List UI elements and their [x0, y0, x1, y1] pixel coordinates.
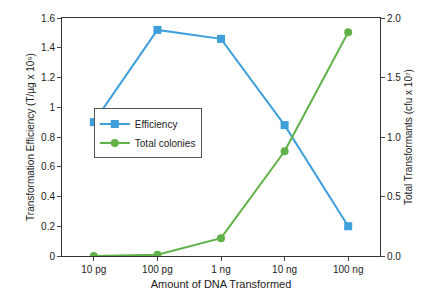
svg-text:100 ng: 100 ng [333, 264, 364, 275]
svg-text:1.5: 1.5 [387, 72, 401, 83]
svg-text:1.0: 1.0 [387, 132, 401, 143]
svg-text:10 pg: 10 pg [81, 264, 106, 275]
svg-text:1.4: 1.4 [41, 42, 55, 53]
svg-text:Transformation Efficiency (T/µ: Transformation Efficiency (T/µg x 10⁹) [25, 53, 36, 221]
svg-text:0.8: 0.8 [41, 132, 55, 143]
svg-text:Total Transformants (cfu x 10⁷: Total Transformants (cfu x 10⁷) [403, 69, 414, 205]
svg-text:Amount of DNA Transformed: Amount of DNA Transformed [151, 278, 292, 290]
svg-text:10 ng: 10 ng [272, 264, 297, 275]
svg-text:Efficiency: Efficiency [135, 119, 178, 130]
svg-text:1.6: 1.6 [41, 13, 55, 24]
svg-text:0.5: 0.5 [387, 191, 401, 202]
svg-text:100 pg: 100 pg [142, 264, 173, 275]
svg-text:0.0: 0.0 [387, 251, 401, 262]
svg-text:Total colonies: Total colonies [135, 138, 196, 149]
svg-text:1 ng: 1 ng [211, 264, 230, 275]
svg-text:1.2: 1.2 [41, 72, 55, 83]
svg-text:2.0: 2.0 [387, 13, 401, 24]
svg-text:0.4: 0.4 [41, 191, 55, 202]
svg-text:0.2: 0.2 [41, 221, 55, 232]
svg-text:0: 0 [49, 251, 55, 262]
svg-text:0.6: 0.6 [41, 161, 55, 172]
svg-text:1: 1 [49, 102, 55, 113]
